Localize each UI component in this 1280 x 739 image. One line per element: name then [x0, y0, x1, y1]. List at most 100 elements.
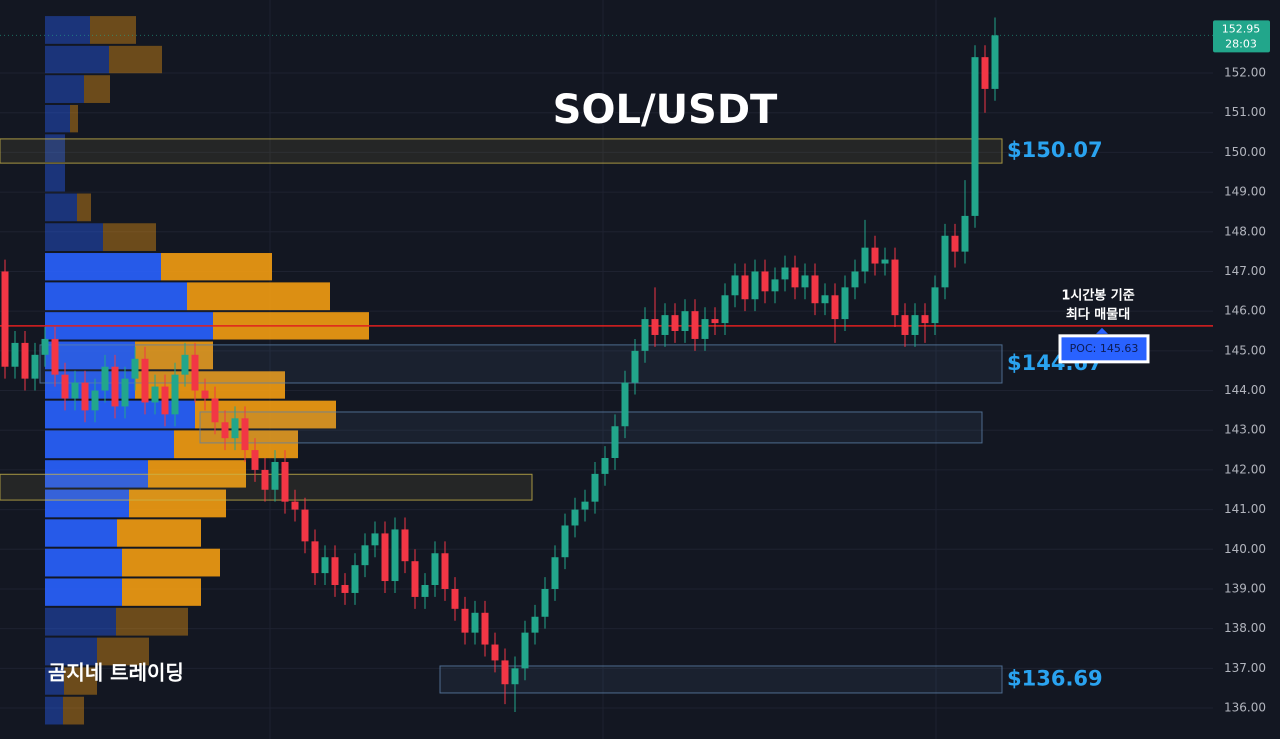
profile-buy: [45, 45, 109, 74]
candle-body: [901, 315, 909, 335]
profile-sell: [187, 282, 330, 311]
y-tick-label: 138.00: [1224, 621, 1266, 635]
candle-body: [411, 561, 419, 597]
poc-label: POC: 145.63: [1070, 342, 1139, 355]
candle-body: [751, 271, 759, 300]
profile-buy: [45, 164, 65, 192]
candle-body: [851, 271, 859, 288]
y-tick-label: 137.00: [1224, 661, 1266, 675]
candle-body: [311, 541, 319, 574]
candle-body: [331, 557, 339, 586]
candle-body: [361, 545, 369, 566]
candle-body: [531, 616, 539, 633]
profile-sell: [161, 253, 272, 281]
candle-body: [931, 287, 939, 324]
candle-body: [491, 644, 499, 661]
candle-body: [571, 509, 579, 526]
candle-body: [271, 461, 279, 490]
candle-body: [101, 366, 109, 391]
profile-buy: [45, 282, 187, 311]
candle-body: [91, 390, 99, 411]
candle-body: [211, 398, 219, 423]
candle-body: [51, 338, 59, 375]
candle-body: [31, 354, 39, 379]
candle-body: [911, 315, 919, 335]
candle-body: [231, 418, 239, 439]
profile-sell: [64, 667, 97, 695]
profile-sell: [117, 519, 201, 547]
candle-body: [161, 386, 169, 415]
candle-body: [441, 553, 449, 589]
candle-body: [111, 366, 119, 407]
candle-body: [551, 557, 559, 589]
profile-buy: [45, 667, 64, 695]
candle-body: [631, 350, 639, 383]
profile-buy: [45, 104, 70, 133]
candle-body: [881, 259, 889, 264]
profile-sell: [116, 607, 188, 636]
y-tick-label: 141.00: [1224, 502, 1266, 516]
candle-body: [81, 382, 89, 411]
profile-sell: [122, 548, 220, 577]
candle-body: [371, 533, 379, 546]
candle-body: [451, 588, 459, 609]
zone: [0, 138, 1003, 164]
candle-body: [341, 585, 349, 593]
candle-body: [221, 422, 229, 439]
candle-body: [921, 315, 929, 324]
profile-sell: [90, 16, 136, 44]
profile-buy: [45, 134, 65, 163]
zone-label: $136.69: [1007, 666, 1103, 690]
candle-body: [351, 565, 359, 593]
profile-sell: [63, 696, 84, 725]
candle-body: [501, 660, 509, 685]
candle-body: [431, 553, 439, 586]
profile-buy: [45, 253, 161, 281]
candle-body: [651, 319, 659, 335]
candle-body: [641, 319, 649, 351]
price-tag-value: 152.95: [1222, 22, 1261, 35]
profile-buy: [45, 371, 135, 399]
candle-body: [951, 235, 959, 252]
y-tick-label: 147.00: [1224, 264, 1266, 278]
candle-body: [611, 426, 619, 459]
candle-body: [971, 57, 979, 216]
profile-buy: [45, 400, 195, 429]
profile-sell: [97, 637, 149, 666]
candle-body: [821, 295, 829, 304]
profile-buy: [45, 637, 97, 666]
profile-buy: [45, 223, 103, 252]
poc-pointer: [1096, 327, 1108, 334]
candle-body: [511, 668, 519, 685]
profile-sell: [109, 45, 162, 74]
y-tick-label: 150.00: [1224, 145, 1266, 159]
y-tick-label: 136.00: [1224, 701, 1266, 715]
candle-body: [41, 338, 49, 355]
candle-body: [741, 275, 749, 300]
candle-body: [21, 342, 29, 379]
candle-body: [141, 358, 149, 403]
y-tick-label: 140.00: [1224, 542, 1266, 556]
candle-body: [321, 557, 329, 574]
y-tick-label: 146.00: [1224, 304, 1266, 318]
candle-body: [771, 279, 779, 292]
candle-body: [381, 533, 389, 582]
y-tick-label: 151.00: [1224, 105, 1266, 119]
y-tick-label: 143.00: [1224, 423, 1266, 437]
zone: [39, 344, 1003, 384]
candle-body: [801, 275, 809, 288]
candle-body: [621, 382, 629, 427]
profile-buy: [45, 193, 77, 222]
annotation: 1시간봉 기준: [1061, 288, 1134, 304]
candle-body: [391, 529, 399, 582]
candle-body: [61, 374, 69, 399]
candle-body: [541, 588, 549, 617]
plot: [0, 0, 1213, 739]
profile-buy: [45, 578, 122, 606]
profile-buy: [45, 519, 117, 547]
candle-body: [731, 275, 739, 296]
candle-body: [281, 461, 289, 502]
candle-body: [421, 585, 429, 597]
candle-body: [961, 215, 969, 252]
